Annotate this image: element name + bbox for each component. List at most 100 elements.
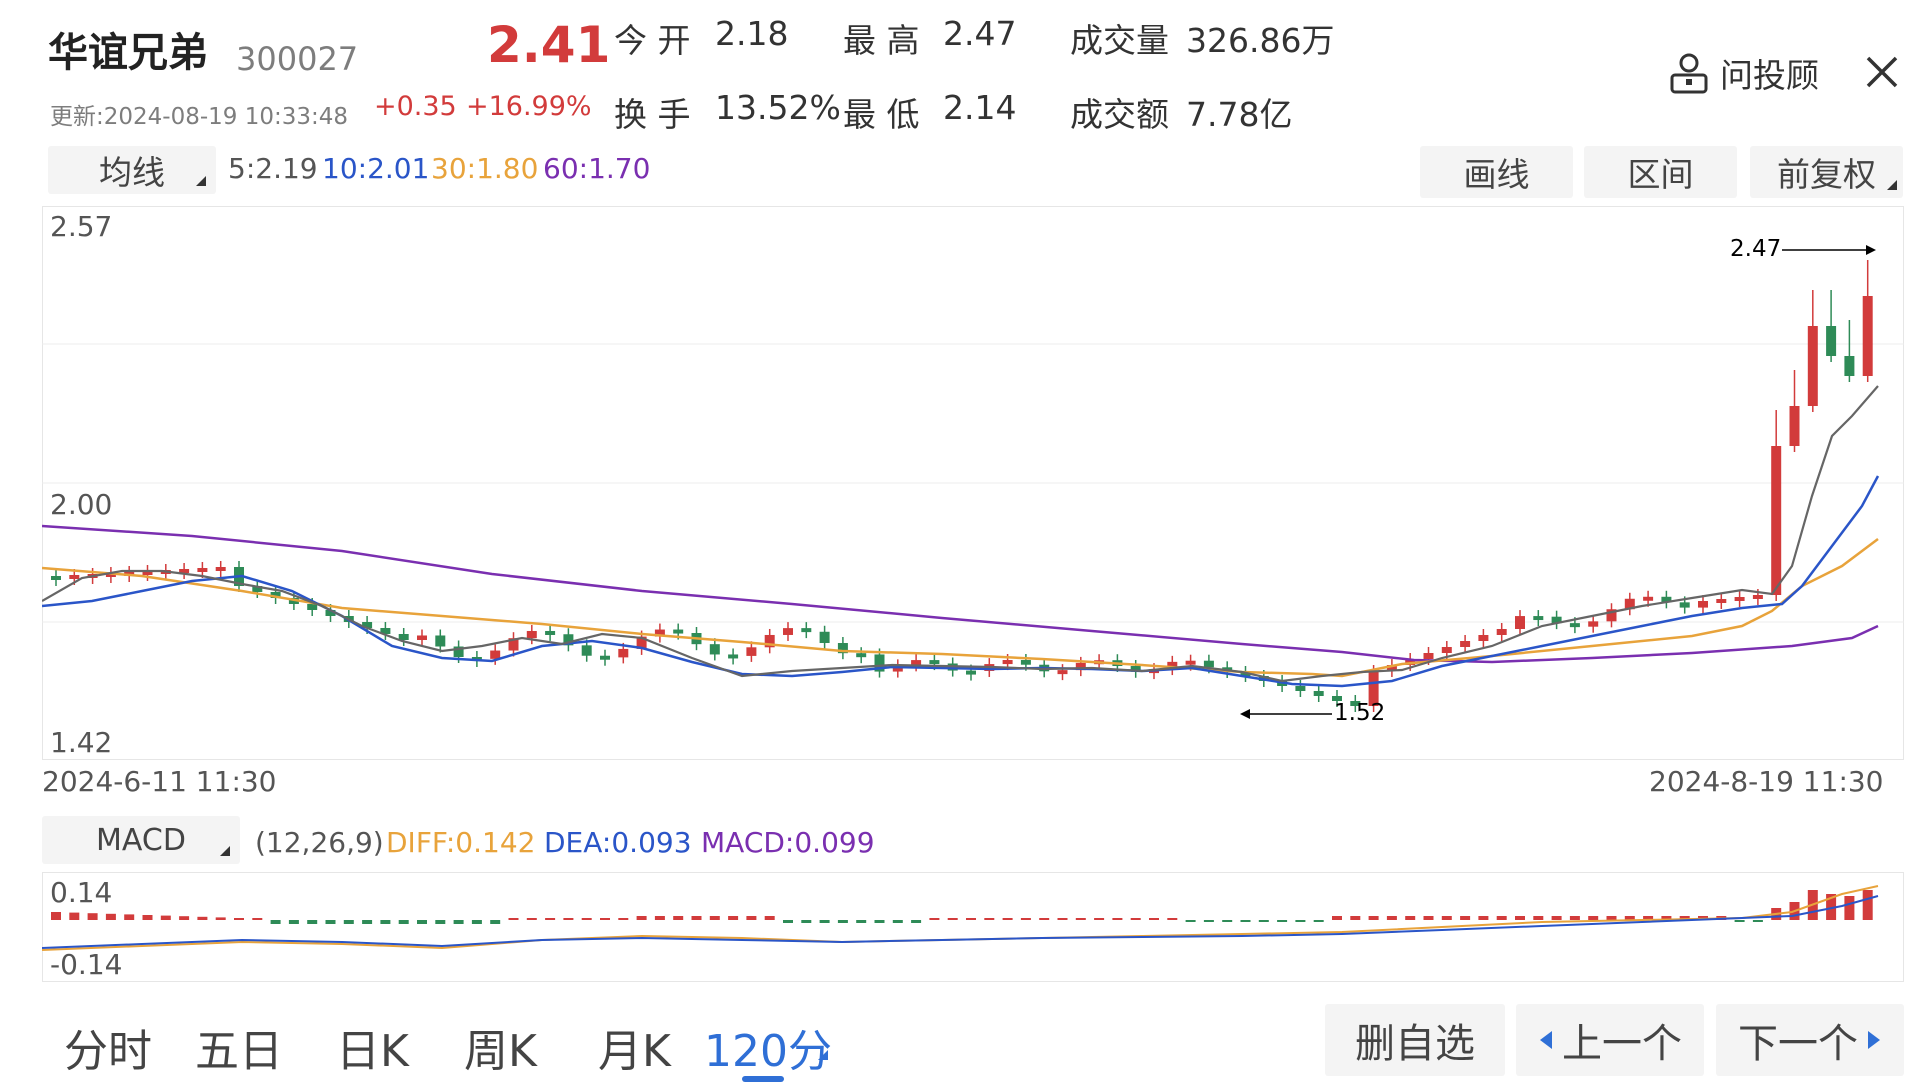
next-stock-button[interactable]: 下一个 (1716, 1004, 1904, 1076)
macd-bar (435, 920, 446, 924)
ma30-line (42, 538, 1879, 678)
diff-line (42, 895, 1879, 949)
right-arrow-icon (1868, 1031, 1880, 1049)
candle-body (490, 650, 501, 659)
candle-body (1167, 661, 1178, 670)
candle-body (1533, 616, 1544, 621)
candle-body (728, 654, 739, 659)
macd-bar (545, 918, 556, 920)
tab-intraday[interactable]: 分时 (64, 1026, 152, 1077)
candle-body (417, 635, 427, 640)
draw-line-button[interactable]: 画线 (1420, 146, 1573, 198)
ma60-line (42, 524, 1879, 664)
macd-bar (1496, 916, 1507, 920)
macd-bar (160, 915, 171, 920)
tab-weekly-k[interactable]: 周K (464, 1026, 537, 1077)
macd-bar (1588, 916, 1599, 920)
candle-body (746, 647, 757, 656)
candle-body (1643, 596, 1654, 601)
candle-body (1752, 595, 1763, 599)
macd-bar (1826, 894, 1837, 920)
candle-body (1624, 598, 1635, 610)
candle-body (545, 630, 556, 635)
macd-bar (1094, 918, 1105, 920)
candle-body (1075, 662, 1086, 671)
volume-label: 成交量 (1070, 21, 1169, 60)
macd-bar (1441, 916, 1452, 920)
candle-body (307, 604, 318, 610)
macd-bar (1185, 920, 1196, 922)
candle-body (1789, 406, 1800, 446)
high-marker-arrow (1866, 245, 1876, 255)
advisor-button[interactable]: 问投顾 (1668, 48, 1838, 98)
candle-body (526, 630, 537, 639)
adjust-select[interactable]: 前复权 (1750, 146, 1903, 198)
price-change-pct: +16.99% (466, 91, 592, 122)
macd-chart[interactable]: 0.14 -0.14 (42, 872, 1904, 982)
macd-bar (1222, 920, 1233, 922)
tab-five-day[interactable]: 五日 (195, 1026, 283, 1077)
macd-bar (1643, 916, 1654, 920)
low-label: 最 低 (843, 95, 920, 134)
ma-indicator-select[interactable]: 均线 (48, 146, 216, 194)
open-label: 今 开 (614, 21, 691, 60)
macd-bar (343, 920, 354, 924)
macd-y-top: 0.14 (50, 876, 113, 909)
macd-bar (1752, 920, 1763, 922)
macd-bar (179, 916, 190, 920)
macd-bar (69, 912, 80, 920)
macd-bar (380, 920, 391, 924)
macd-bar (1460, 916, 1471, 920)
candle-body (1313, 691, 1324, 696)
macd-bar (1533, 916, 1544, 920)
macd-bar (307, 920, 318, 924)
candle-body (1478, 635, 1489, 641)
range-button[interactable]: 区间 (1584, 146, 1737, 198)
macd-bar (636, 916, 647, 920)
remove-watchlist-button[interactable]: 删自选 (1325, 1004, 1505, 1076)
macd-bar (581, 918, 592, 920)
macd-bar (874, 920, 885, 923)
tab-120min[interactable]: 120分 (704, 1026, 832, 1077)
macd-bar (929, 918, 940, 920)
macd-bar (1368, 916, 1379, 920)
candle-body (929, 660, 940, 665)
tab-daily-k[interactable]: 日K (336, 1026, 409, 1077)
tab-monthly-k[interactable]: 月K (598, 1026, 671, 1077)
candle-body (398, 634, 409, 640)
candle-body (105, 573, 116, 577)
macd-indicator-label: MACD (96, 822, 186, 858)
macd-bar (1405, 916, 1416, 920)
previous-stock-button[interactable]: 上一个 (1516, 1004, 1704, 1076)
macd-bar (984, 918, 995, 920)
candle-body (1826, 326, 1837, 356)
macd-indicator-select[interactable]: MACD (42, 816, 240, 864)
candle-body (1807, 326, 1818, 406)
candle-body (819, 631, 830, 644)
x-axis-end: 2024-8-19 11:30 (1649, 765, 1884, 798)
macd-diff: DIFF:0.142 (386, 826, 536, 859)
candle-body (197, 568, 208, 572)
dropdown-icon (196, 176, 206, 186)
macd-bar (1313, 920, 1324, 922)
ma5-line (42, 385, 1879, 683)
close-button[interactable] (1862, 52, 1902, 92)
candle-body (1862, 296, 1873, 376)
macd-bar (1020, 918, 1031, 920)
low-marker-arrow (1240, 709, 1250, 719)
candle-body (1716, 599, 1727, 603)
macd-histogram (51, 890, 1873, 924)
macd-bar (1075, 918, 1086, 920)
turnover-value: 13.52% (715, 88, 841, 127)
macd-bar (1295, 920, 1306, 922)
macd-bar (1258, 920, 1269, 922)
x-axis-start: 2024-6-11 11:30 (42, 765, 277, 798)
macd-bar (270, 920, 281, 924)
current-price: 2.41 (487, 16, 611, 74)
kline-chart[interactable]: 2.57 2.00 1.42 2.47 1.52 (42, 206, 1904, 760)
candle-body (837, 643, 848, 654)
candle-body (1332, 696, 1342, 701)
candle-body (966, 670, 976, 675)
candle-body (252, 586, 263, 592)
macd-macd: MACD:0.099 (701, 826, 875, 859)
